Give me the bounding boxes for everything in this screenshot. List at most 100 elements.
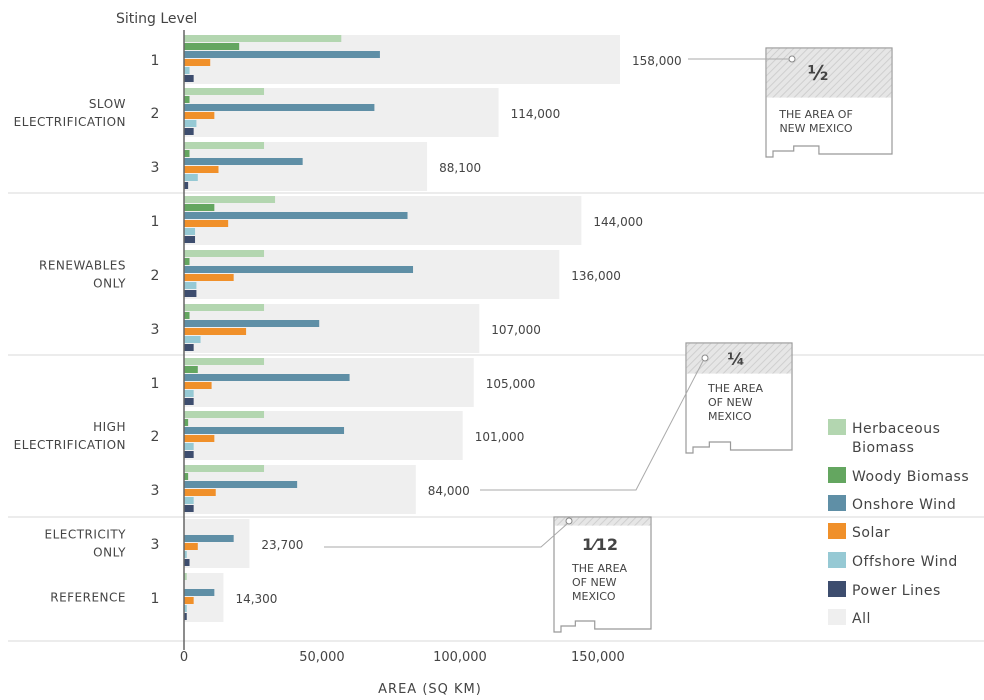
- annotation-twelfth: [553, 516, 652, 633]
- siting-level-label: 3: [151, 483, 160, 499]
- bar-all: [184, 196, 582, 245]
- total-value-label: 158,000: [632, 54, 682, 68]
- total-value-label: 23,700: [261, 538, 303, 552]
- annotation-text: THE AREA OF NEW MEXICO: [571, 562, 628, 603]
- bar-lines: [184, 75, 194, 82]
- bar-offshore: [184, 443, 194, 450]
- annotation-text: THE AREA OF NEW MEXICO: [778, 108, 853, 135]
- bar-lines: [184, 128, 194, 135]
- group-label: RENEWABLES ONLY: [39, 259, 126, 291]
- total-value-label: 14,300: [235, 592, 277, 606]
- bar-offshore: [184, 336, 201, 343]
- bar-offshore: [184, 551, 187, 558]
- bar-all: [184, 35, 620, 84]
- legend-label-lines: Power Lines: [852, 583, 941, 599]
- bar-herbaceous: [184, 573, 187, 580]
- annotations-layer: ½ THE AREA OF NEW MEXICO ¼ THE AREA OF NEW MEX…: [324, 47, 893, 633]
- bar-onshore: [184, 51, 380, 58]
- group-label: SLOW ELECTRIFICATION: [14, 97, 126, 129]
- leader-line: [480, 360, 704, 491]
- group-label: HIGH ELECTRIFICATION: [14, 420, 126, 452]
- bar-woody: [184, 150, 190, 157]
- annotation-fraction: ¼: [727, 350, 745, 370]
- bar-all: [184, 411, 463, 460]
- legend-swatch-herbaceous: [828, 419, 846, 435]
- bar-herbaceous: [184, 142, 265, 149]
- siting-level-label: 2: [151, 429, 160, 445]
- bar-herbaceous: [184, 465, 265, 472]
- legend-swatch-solar: [828, 523, 846, 539]
- bar-all: [184, 250, 560, 299]
- y-axis-title: Siting Level: [116, 11, 197, 27]
- legend-label-herbaceous: Herbaceous Biomass: [852, 421, 940, 456]
- bar-lines: [184, 182, 189, 189]
- legend-label-woody: Woody Biomass: [852, 469, 969, 485]
- bar-onshore: [184, 535, 234, 542]
- siting-level-label: 1: [151, 591, 160, 607]
- bar-onshore: [184, 104, 375, 111]
- total-value-label: 107,000: [491, 323, 541, 337]
- bar-woody: [184, 258, 190, 265]
- bar-solar: [184, 166, 219, 173]
- legend-swatch-all: [828, 609, 846, 625]
- bar-offshore: [184, 282, 197, 289]
- bar-herbaceous: [184, 411, 265, 418]
- bar-solar: [184, 489, 216, 496]
- legend-swatch-onshore: [828, 495, 846, 511]
- bar-herbaceous: [184, 196, 276, 203]
- legend-label-onshore: Onshore Wind: [852, 497, 956, 513]
- bar-solar: [184, 274, 234, 281]
- bar-solar: [184, 328, 247, 335]
- leader-dot: [788, 55, 796, 63]
- bar-woody: [184, 419, 189, 426]
- bar-offshore: [184, 67, 190, 74]
- new-mexico-fill: [554, 517, 651, 526]
- legend: Herbaceous Biomass Woody Biomass Onshore Wi…: [828, 419, 969, 627]
- bar-lines: [184, 613, 187, 620]
- bar-offshore: [184, 605, 187, 612]
- legend-label-offshore: Offshore Wind: [852, 554, 958, 570]
- bar-lines: [184, 398, 194, 405]
- bar-offshore: [184, 390, 194, 397]
- bar-solar: [184, 59, 211, 66]
- bars-layer: [184, 35, 620, 622]
- x-tick-label: 150,000: [571, 650, 625, 665]
- bar-onshore: [184, 589, 215, 596]
- x-tick-label: 0: [180, 650, 188, 665]
- x-tick-label: 50,000: [299, 650, 345, 665]
- new-mexico-fill: [766, 48, 892, 98]
- bar-solar: [184, 543, 198, 550]
- bar-lines: [184, 236, 196, 243]
- group-label: REFERENCE: [50, 591, 126, 605]
- bar-onshore: [184, 266, 414, 273]
- bar-all: [184, 88, 499, 137]
- siting-level-label: 2: [151, 268, 160, 284]
- bar-all: [184, 142, 428, 191]
- bar-lines: [184, 451, 194, 458]
- bar-onshore: [184, 320, 320, 327]
- bar-solar: [184, 112, 215, 119]
- legend-swatch-woody: [828, 467, 846, 483]
- siting-level-label: 1: [151, 376, 160, 392]
- bar-woody: [184, 96, 190, 103]
- legend-label-solar: Solar: [852, 525, 890, 541]
- total-value-label: 114,000: [511, 107, 561, 121]
- total-value-label: 144,000: [593, 215, 643, 229]
- siting-level-label: 1: [151, 214, 160, 230]
- bar-herbaceous: [184, 304, 265, 311]
- annotation-text: THE AREA OF NEW MEXICO: [707, 382, 764, 423]
- bar-offshore: [184, 228, 196, 235]
- annotation-fraction: 1⁄12: [582, 535, 618, 554]
- bar-onshore: [184, 481, 298, 488]
- legend-label-all: All: [852, 611, 871, 627]
- bar-lines: [184, 344, 194, 351]
- x-tick-label: 100,000: [433, 650, 487, 665]
- bar-herbaceous: [184, 35, 342, 42]
- siting-level-label: 1: [151, 53, 160, 69]
- total-value-label: 84,000: [428, 484, 470, 498]
- bar-solar: [184, 220, 229, 227]
- bar-onshore: [184, 212, 408, 219]
- bar-onshore: [184, 374, 350, 381]
- bar-herbaceous: [184, 358, 265, 365]
